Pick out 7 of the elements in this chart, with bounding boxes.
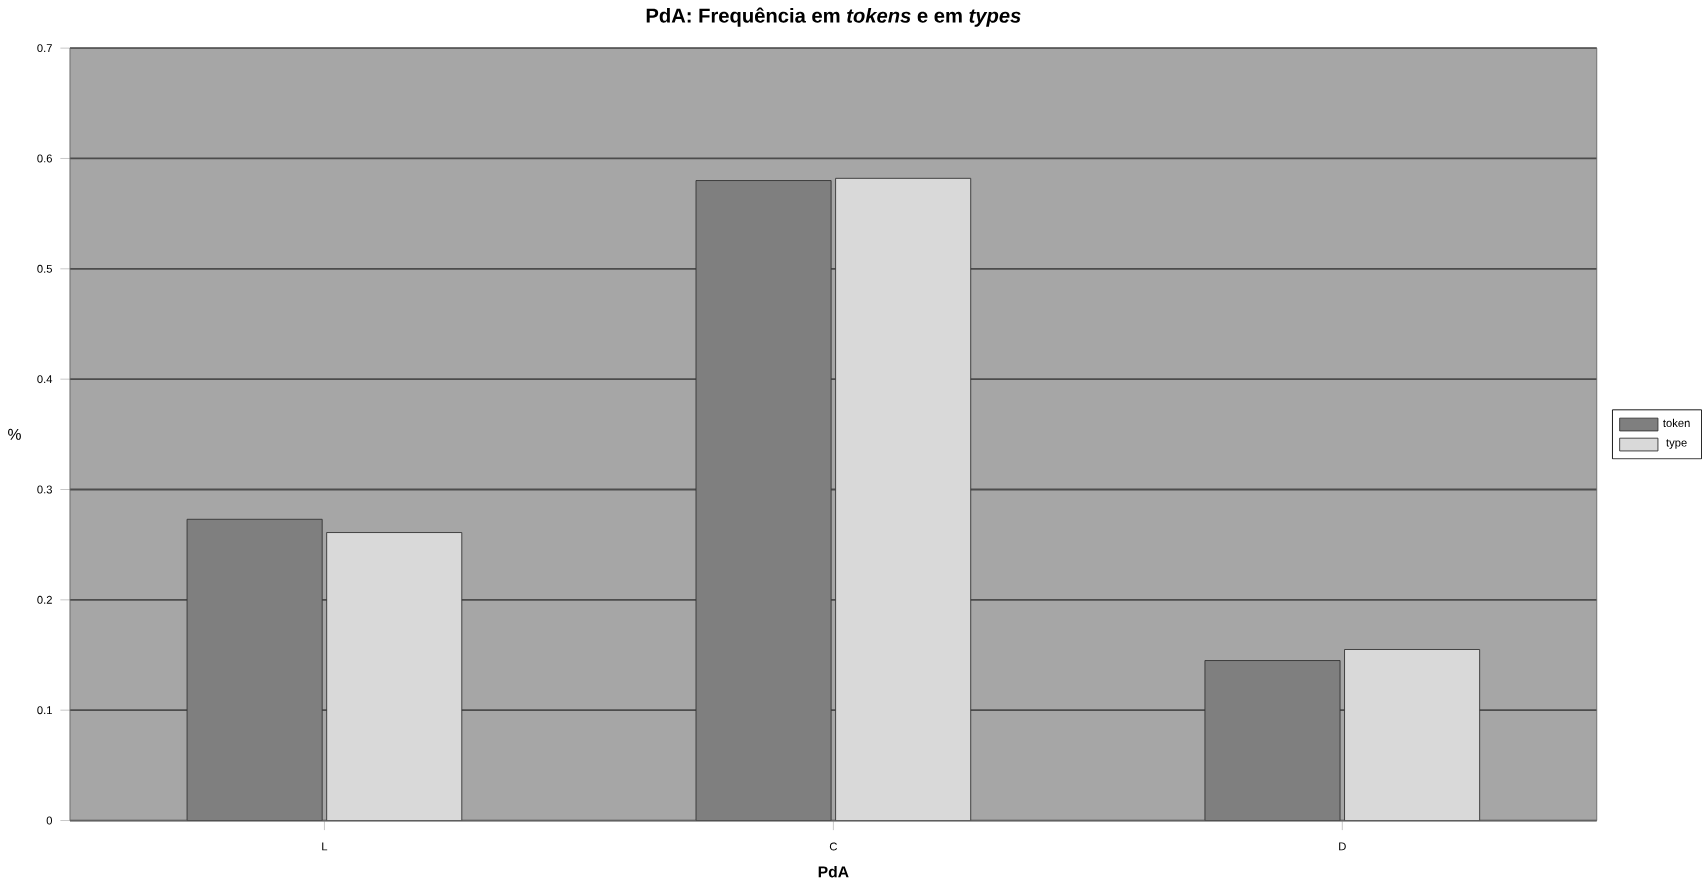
bar — [326, 531, 463, 821]
bar — [835, 177, 972, 821]
bar — [1204, 659, 1341, 821]
chart-title: PdA: Frequência em tokens e em types — [646, 7, 1021, 27]
bar — [695, 179, 832, 821]
bar — [1344, 648, 1481, 821]
bar — [186, 518, 323, 821]
